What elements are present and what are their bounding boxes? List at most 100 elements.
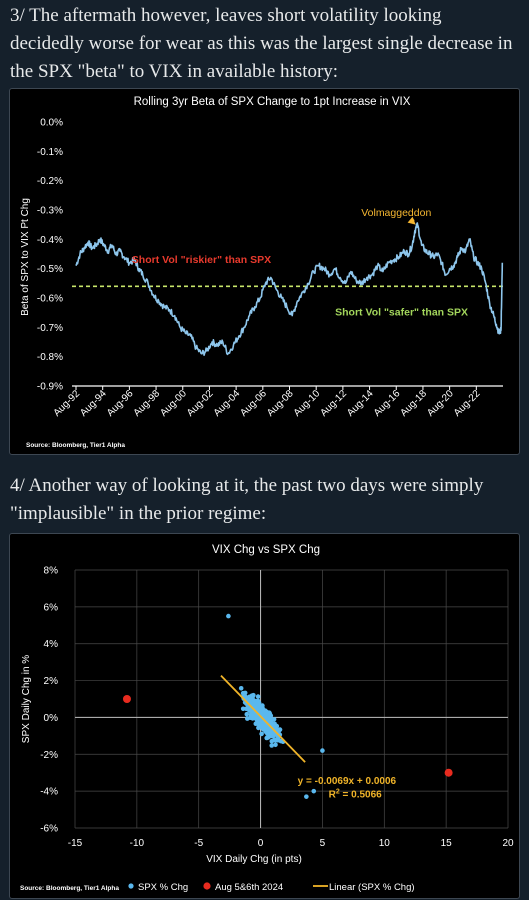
x-tick-label: Aug-14 [345,388,376,419]
scatter-point [243,706,249,712]
y-tick-label: -0.4% [37,235,63,246]
annotation-safer: Short Vol "safer" than SPX [335,307,468,319]
x-tick-label: -15 [68,838,83,849]
x-tick-label: Aug-92 [52,388,83,419]
aug-2024-point [444,768,453,777]
x-tick-label: Aug-08 [265,388,296,419]
y-tick-label: -4% [40,787,58,798]
x-tick-label: Aug-10 [292,388,323,419]
annotation-volmaggeddon: Volmaggeddon [361,207,431,219]
y-tick-label: -0.9% [37,382,63,393]
scatter-point [265,731,270,737]
x-tick-label: Aug-22 [452,388,483,419]
scatter-point [248,695,253,701]
scatter-point [272,737,278,742]
plot-grid [74,569,509,829]
linear-trendline [220,675,306,763]
scatter-point [226,613,231,619]
chart-title: Rolling 3yr Beta of SPX Change to 1pt In… [134,96,411,108]
legend-label-aug: Aug 5&6th 2024 [215,882,283,893]
y-tick-label: -0.5% [37,264,63,275]
spx-chg-points [226,613,325,799]
x-tick-label: Aug-04 [212,388,243,419]
scatter-point [311,788,317,794]
x-tick-labels: Aug-92Aug-94Aug-96Aug-98Aug-00Aug-02Aug-… [52,386,483,419]
scatter-point [244,711,250,717]
y-tick-label: -6% [40,824,58,835]
post-paragraph-4: 4/ Another way of looking at it, the pas… [10,475,484,524]
x-axis-label: VIX Daily Chg (in pts) [206,854,302,865]
y-tick-label: -0.3% [37,206,63,217]
scatter-point [320,748,325,753]
scatter-chart-card: VIX Chg vs SPX Chg 8% 6% 4% 2% 0% -2% -4% -6% -… [9,533,520,899]
r2-value: = 0.5066 [340,790,382,801]
y-tick-label: 8% [44,566,59,577]
x-tick-label: Aug-06 [238,388,269,419]
x-tick-label: 20 [502,838,514,849]
annotation-arrowhead [407,216,416,225]
y-tick-label: -0.7% [37,323,63,334]
scatter-point [253,703,259,708]
legend-marker-aug [203,882,211,890]
chart-title: VIX Chg vs SPX Chg [212,544,320,556]
x-tick-label: 0 [258,838,264,849]
x-tick-label: Aug-02 [185,388,216,419]
scatter-point [245,716,250,721]
y-tick-label: 4% [44,639,59,650]
legend-label-spx: SPX % Chg [138,882,188,893]
legend-label-linear: Linear (SPX % Chg) [329,882,415,893]
y-tick-label: -2% [40,750,58,761]
scatter-point [259,731,264,737]
scatter-point [273,742,278,748]
post-paragraph-3: 3/ The aftermath however, leaves short v… [10,5,513,82]
beta-chart-card: Rolling 3yr Beta of SPX Change to 1pt In… [9,88,520,455]
r2-superscript: 2 [336,789,340,796]
x-tick-label: Aug-96 [105,388,136,419]
regression-equation: y = -0.0069x + 0.0006 [298,776,397,787]
y-tick-label: -0.1% [37,147,63,158]
x-tick-label: 15 [441,838,453,849]
x-tick-label: 5 [320,838,326,849]
chart-source: Source: Bloomberg, Tier1 Alpha [26,442,125,449]
y-tick-label: 0.0% [40,118,63,129]
y-tick-labels: 8% 6% 4% 2% 0% -2% -4% -6% [40,566,58,835]
x-tick-label: Aug-12 [318,388,349,419]
x-tick-label: 10 [379,838,391,849]
beta-line-chart: Rolling 3yr Beta of SPX Change to 1pt In… [20,96,504,449]
x-tick-label: Aug-16 [372,388,403,419]
x-tick-label: Aug-98 [132,388,163,419]
aug-2024-point [122,695,131,703]
scatter-point [238,686,244,691]
scatter-point [260,705,265,711]
chart-source: Source: Bloomberg, Tier1 Alpha [20,885,119,892]
y-tick-label: 2% [44,676,59,687]
scatter-point [304,794,309,799]
scatter-point [262,723,267,729]
y-tick-label: 0% [44,713,59,724]
scatter-point [255,694,261,699]
y-tick-labels: 0.0% -0.1% -0.2% -0.3% -0.4% -0.5% -0.6% -0.7% -… [37,118,63,393]
y-tick-label: 6% [44,602,59,613]
regression-r2: R2 = 0.5066 [329,789,383,801]
annotation-riskier: Short Vol "riskier" than SPX [132,254,271,266]
y-tick-label: -0.6% [37,294,63,305]
r2-letter: R [329,790,337,801]
y-tick-label: -0.8% [37,352,63,363]
scatter-point [269,743,275,748]
beta-series-line [75,222,504,357]
y-axis-label: Beta of SPX to VIX Pt Chg [20,198,31,316]
vix-spx-scatter-chart: VIX Chg vs SPX Chg 8% 6% 4% 2% 0% -2% -4% -6% -… [20,544,514,893]
aug-2024-points [122,695,453,777]
x-tick-label: Aug-18 [398,388,429,419]
x-tick-label: Aug-00 [158,388,189,419]
y-axis-label: SPX Daily Chg in % [21,655,32,743]
y-tick-label: -0.2% [37,176,63,187]
scatter-point [272,723,278,728]
x-tick-label: -5 [194,838,203,849]
x-tick-label: -10 [130,838,145,849]
x-tick-label: Aug-94 [78,388,109,419]
x-tick-label: Aug-20 [425,388,456,419]
legend-marker-spx [128,883,134,889]
x-tick-labels: -15 -10 -5 0 5 10 15 20 [68,838,514,849]
chart-legend: SPX % Chg Aug 5&6th 2024 Linear (SPX % C… [128,882,415,893]
